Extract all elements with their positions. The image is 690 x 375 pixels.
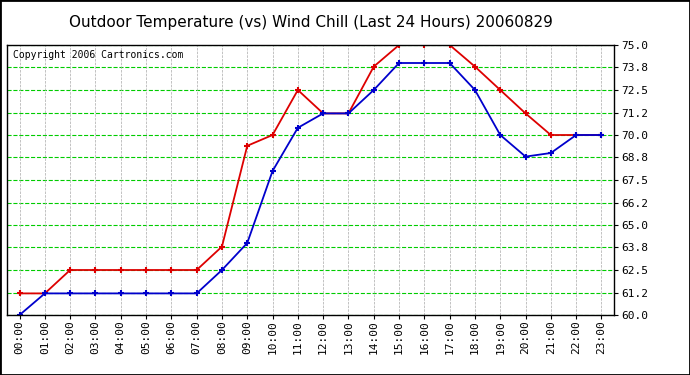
Text: Outdoor Temperature (vs) Wind Chill (Last 24 Hours) 20060829: Outdoor Temperature (vs) Wind Chill (Las… (68, 15, 553, 30)
Text: Copyright 2006 Cartronics.com: Copyright 2006 Cartronics.com (13, 50, 184, 60)
